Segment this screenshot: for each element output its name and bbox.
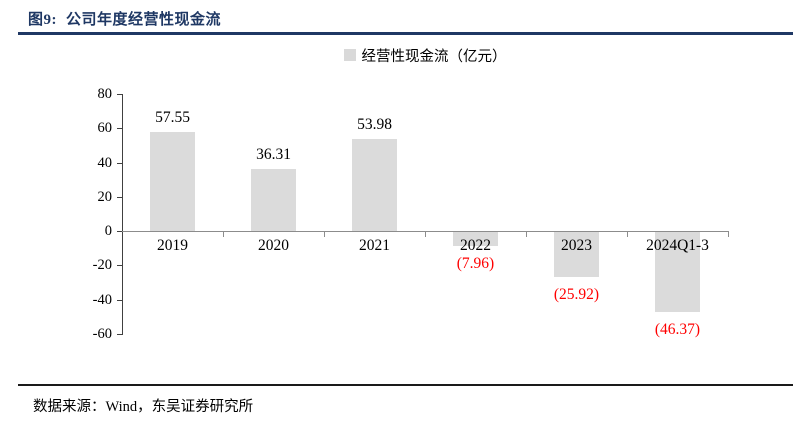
x-axis-tick: [425, 232, 426, 238]
bar-2019: [150, 132, 195, 232]
bar-2021: [352, 138, 397, 232]
legend-label: 经营性现金流（亿元）: [361, 48, 507, 65]
value-label-2023: (25.92): [553, 285, 600, 303]
x-axis-tick: [526, 232, 527, 238]
y-axis-tick: [117, 299, 122, 301]
value-label-2024Q1-3: (46.37): [654, 320, 701, 338]
value-label-2020: 36.31: [256, 145, 291, 163]
x-axis-label-2024Q1-3: 2024Q1-3: [646, 237, 709, 255]
y-axis-tick: [117, 265, 122, 267]
y-axis-tick-label: -20: [92, 257, 112, 274]
zero-axis-line: [122, 231, 729, 233]
y-axis-tick: [117, 94, 122, 95]
bar-2023: [554, 232, 599, 277]
y-axis-tick: [117, 334, 122, 335]
y-axis-tick: [117, 196, 122, 198]
x-axis-label-2021: 2021: [359, 237, 390, 255]
x-axis-tick: [728, 232, 729, 238]
bar-2024Q1-3: [655, 232, 700, 312]
footer-divider: [18, 384, 793, 386]
x-axis-tick: [223, 232, 224, 238]
figure-title: 公司年度经营性现金流: [66, 12, 222, 28]
figure-header: 图9: 公司年度经营性现金流: [28, 8, 221, 29]
y-axis-line: [122, 94, 123, 335]
value-label-2021: 53.98: [357, 115, 392, 133]
figure-number: 图9:: [28, 12, 57, 28]
value-label-2019: 57.55: [155, 109, 190, 127]
x-axis-tick: [324, 232, 325, 238]
y-axis-tick-label: 0: [104, 223, 112, 240]
x-axis-tick: [627, 232, 628, 238]
header-divider: [18, 32, 793, 35]
y-axis-tick-label: 20: [97, 188, 113, 205]
x-axis-label-2023: 2023: [561, 237, 592, 255]
y-axis-tick-label: 40: [97, 154, 113, 171]
x-axis-label-2022: 2022: [460, 237, 491, 255]
y-axis-tick: [117, 128, 122, 130]
x-axis-label-2019: 2019: [157, 237, 188, 255]
bar-2020: [251, 168, 296, 232]
y-axis-tick-label: 60: [97, 120, 113, 137]
bar-2022: [453, 232, 498, 246]
y-axis-tick-label: 80: [97, 86, 113, 102]
y-axis-tick-label: -40: [92, 291, 112, 308]
legend-swatch-icon: [343, 49, 356, 61]
data-source-note: 数据来源：Wind，东吴证券研究所: [33, 399, 254, 415]
y-axis-tick: [117, 162, 122, 164]
value-label-2022: (7.96): [456, 254, 495, 272]
chart-legend: 经营性现金流（亿元）: [122, 46, 728, 65]
x-axis-label-2020: 2020: [258, 237, 289, 255]
y-axis-tick-label: -60: [92, 326, 112, 342]
y-axis-tick: [117, 231, 122, 233]
